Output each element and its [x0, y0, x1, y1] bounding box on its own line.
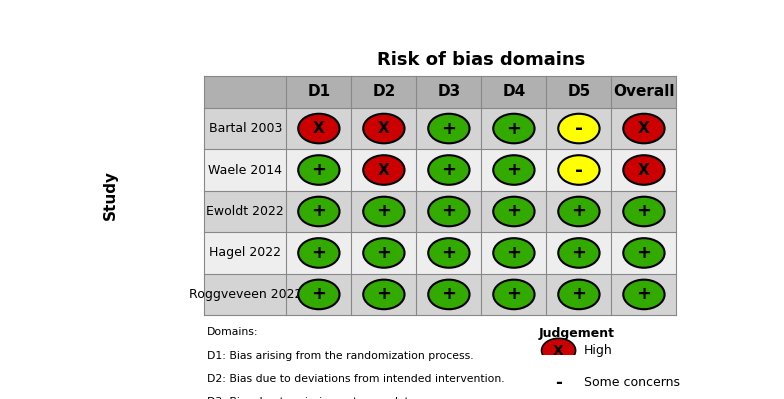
Ellipse shape: [493, 238, 535, 268]
Ellipse shape: [298, 155, 339, 185]
Ellipse shape: [363, 114, 405, 143]
Text: +: +: [441, 202, 456, 221]
Text: +: +: [311, 161, 326, 179]
Text: +: +: [441, 244, 456, 262]
Text: Bartal 2003: Bartal 2003: [209, 122, 282, 135]
Ellipse shape: [493, 280, 535, 309]
Text: D1: Bias arising from the randomization process.: D1: Bias arising from the randomization …: [207, 350, 474, 361]
Text: Overall: Overall: [613, 84, 675, 99]
Text: +: +: [637, 285, 652, 303]
Ellipse shape: [298, 114, 339, 143]
Ellipse shape: [623, 197, 665, 226]
Text: +: +: [637, 244, 652, 262]
Ellipse shape: [298, 238, 339, 268]
Text: +: +: [376, 244, 391, 262]
Text: X: X: [638, 121, 650, 136]
Text: D3: Bias due to missing outcome data.: D3: Bias due to missing outcome data.: [207, 397, 419, 399]
Text: +: +: [441, 161, 456, 179]
Ellipse shape: [558, 280, 600, 309]
Ellipse shape: [298, 197, 339, 226]
Text: +: +: [441, 285, 456, 303]
Ellipse shape: [428, 155, 470, 185]
Text: D5: D5: [568, 84, 590, 99]
Text: D2: D2: [372, 84, 396, 99]
Ellipse shape: [428, 238, 470, 268]
Text: High: High: [584, 344, 613, 357]
Text: Roggveveen 2022: Roggveveen 2022: [189, 288, 302, 301]
Ellipse shape: [623, 238, 665, 268]
Text: +: +: [441, 120, 456, 138]
Text: D1: D1: [307, 84, 330, 99]
Ellipse shape: [558, 238, 600, 268]
Text: Domains:: Domains:: [207, 328, 259, 338]
Ellipse shape: [428, 280, 470, 309]
Text: X: X: [378, 121, 390, 136]
Bar: [205, 274, 677, 315]
Text: +: +: [376, 202, 391, 221]
Ellipse shape: [558, 197, 600, 226]
Ellipse shape: [363, 238, 405, 268]
Text: +: +: [506, 244, 521, 262]
Text: +: +: [506, 202, 521, 221]
Text: -: -: [575, 160, 583, 180]
Text: +: +: [572, 244, 586, 262]
Text: +: +: [311, 244, 326, 262]
Ellipse shape: [428, 114, 470, 143]
Text: -: -: [575, 119, 583, 138]
Text: +: +: [506, 285, 521, 303]
Text: X: X: [313, 121, 325, 136]
Ellipse shape: [542, 371, 575, 395]
Ellipse shape: [558, 114, 600, 143]
Bar: [205, 108, 677, 149]
Text: +: +: [311, 285, 326, 303]
Text: D3: D3: [437, 84, 460, 99]
Ellipse shape: [542, 338, 575, 363]
Ellipse shape: [623, 155, 665, 185]
Text: +: +: [311, 202, 326, 221]
Text: +: +: [637, 202, 652, 221]
Ellipse shape: [363, 280, 405, 309]
Text: X: X: [554, 344, 564, 358]
Text: D2: Bias due to deviations from intended intervention.: D2: Bias due to deviations from intended…: [207, 373, 505, 383]
Ellipse shape: [623, 280, 665, 309]
Ellipse shape: [558, 155, 600, 185]
Bar: [205, 149, 677, 191]
Ellipse shape: [363, 197, 405, 226]
Ellipse shape: [298, 280, 339, 309]
Text: X: X: [378, 162, 390, 178]
Ellipse shape: [363, 155, 405, 185]
Text: Some concerns: Some concerns: [584, 376, 680, 389]
Bar: [205, 232, 677, 274]
Text: +: +: [506, 120, 521, 138]
Text: +: +: [572, 202, 586, 221]
Text: Risk of bias domains: Risk of bias domains: [377, 51, 586, 69]
Text: Study: Study: [103, 170, 118, 220]
Ellipse shape: [428, 197, 470, 226]
Text: -: -: [555, 374, 562, 392]
Text: +: +: [506, 161, 521, 179]
Ellipse shape: [493, 114, 535, 143]
Ellipse shape: [623, 114, 665, 143]
Ellipse shape: [493, 197, 535, 226]
Bar: [205, 75, 677, 108]
Text: +: +: [376, 285, 391, 303]
Text: Judgement: Judgement: [539, 328, 615, 340]
Text: D4: D4: [503, 84, 525, 99]
Bar: [205, 191, 677, 232]
Ellipse shape: [493, 155, 535, 185]
Text: Hagel 2022: Hagel 2022: [209, 247, 281, 259]
Text: +: +: [572, 285, 586, 303]
Text: X: X: [638, 162, 650, 178]
Text: Waele 2014: Waele 2014: [209, 164, 282, 176]
Text: Ewoldt 2022: Ewoldt 2022: [206, 205, 285, 218]
